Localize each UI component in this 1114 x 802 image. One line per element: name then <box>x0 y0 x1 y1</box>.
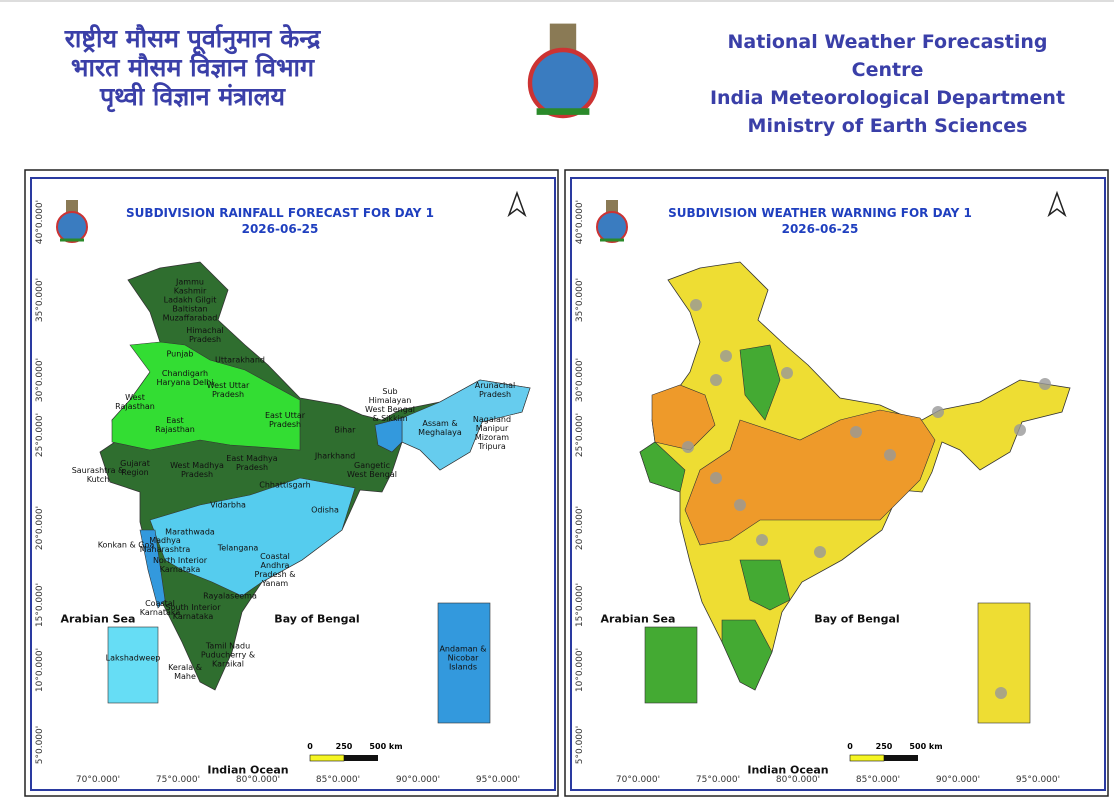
sea-label: Indian Ocean <box>747 763 829 777</box>
english-line: Ministry of Earth Sciences <box>747 115 1028 137</box>
latitude-label: 30°0.000' <box>575 357 585 403</box>
region-label: North Interior Karnataka <box>152 556 208 574</box>
region-label: Sub Himalayan West Bengal & Sikkim <box>365 387 415 423</box>
region-label: Kerala & Mahe <box>168 663 202 681</box>
panel-title: SUBDIVISION WEATHER WARNING FOR DAY 1 <box>668 206 972 220</box>
longitude-label: 85°0.000' <box>315 775 361 785</box>
longitude-label: 70°0.000' <box>75 775 121 785</box>
warning-panel <box>564 169 1109 797</box>
region-label: West Madhya Pradesh <box>170 461 224 479</box>
region-label: Vidarbha <box>210 500 246 510</box>
latitude-label: 20°0.000' <box>575 505 585 551</box>
latitude-label: 10°0.000' <box>35 647 45 693</box>
longitude-label: 95°0.000' <box>475 775 521 785</box>
region-label: Andaman & Nicobar Islands <box>439 644 487 672</box>
region-label: Uttarakhand <box>215 355 265 365</box>
region-label: West Rajasthan <box>115 393 155 411</box>
sea-label: Indian Ocean <box>207 763 289 777</box>
longitude-label: 90°0.000' <box>935 775 981 785</box>
sea-label: Bay of Bengal <box>274 612 360 626</box>
region-label: Chhattisgarh <box>259 480 311 490</box>
region-label: Coastal Karnataka <box>139 599 181 617</box>
region-label: Tamil Nadu Puducherry & Karaikal <box>200 641 256 669</box>
latitude-label: 15°0.000' <box>35 582 45 628</box>
scale-label: 500 km <box>909 742 943 751</box>
sea-label: Bay of Bengal <box>814 612 900 626</box>
hindi-header: राष्ट्रीय मौसम पूर्वानुमान केन्द्र भारत … <box>30 24 355 111</box>
region-label: Lakshadweep <box>105 653 161 663</box>
region-label: Madhya Maharashtra <box>139 536 191 554</box>
longitude-label: 80°0.000' <box>775 775 821 785</box>
region-label: Odisha <box>311 505 339 515</box>
region-label: Telangana <box>217 543 259 553</box>
region-label: Marathwada <box>165 527 215 537</box>
latitude-label: 25°0.000' <box>575 412 585 458</box>
longitude-label: 90°0.000' <box>395 775 441 785</box>
panel-date: 2026-06-25 <box>241 222 319 236</box>
latitude-label: 10°0.000' <box>575 647 585 693</box>
region-label: Konkan & Goa <box>97 540 155 550</box>
hindi-line: पृथ्वी विज्ञान मंत्रालय <box>99 82 286 111</box>
region-label: Himachal Pradesh <box>186 326 224 344</box>
latitude-label: 35°0.000' <box>575 277 585 323</box>
region-label: Punjab <box>166 349 194 359</box>
longitude-label: 75°0.000' <box>695 775 741 785</box>
longitude-label: 75°0.000' <box>155 775 201 785</box>
region-label: Nagaland Manipur Mizoram Tripura <box>472 415 512 451</box>
region-label: Jammu Kashmir Ladakh Gilgit Baltistan Mu… <box>162 277 218 323</box>
region-label: Jharkhand <box>314 451 356 461</box>
region-label: East Rajasthan <box>155 416 195 434</box>
scale-label: 0 <box>307 742 313 751</box>
sea-label: Arabian Sea <box>60 612 136 626</box>
region-label: Saurashtra & Kutch <box>71 466 125 484</box>
region-label: Bihar <box>334 425 356 435</box>
region-label: Gujarat Region <box>120 459 150 477</box>
longitude-label: 95°0.000' <box>1015 775 1061 785</box>
latitude-label: 40°0.000' <box>35 199 45 245</box>
hindi-line: राष्ट्रीय मौसम पूर्वानुमान केन्द्र <box>64 24 321 53</box>
latitude-label: 35°0.000' <box>35 277 45 323</box>
region-label: South Interior Karnataka <box>165 603 221 621</box>
english-line: National Weather Forecasting Centre <box>727 31 1048 81</box>
latitude-label: 5°0.000' <box>35 725 45 765</box>
region-label: Assam & Meghalaya <box>418 419 462 437</box>
longitude-label: 85°0.000' <box>855 775 901 785</box>
hindi-line: भारत मौसम विज्ञान विभाग <box>70 53 315 82</box>
rainfall-panel <box>24 169 559 797</box>
latitude-label: 20°0.000' <box>35 505 45 551</box>
region-label: East Uttar Pradesh <box>264 411 306 429</box>
panel-title: SUBDIVISION RAINFALL FORECAST FOR DAY 1 <box>126 206 434 220</box>
scale-label: 500 km <box>369 742 403 751</box>
latitude-label: 15°0.000' <box>575 582 585 628</box>
latitude-label: 25°0.000' <box>35 412 45 458</box>
region-label: East Madhya Pradesh <box>226 454 278 472</box>
latitude-label: 30°0.000' <box>35 357 45 403</box>
panel-date: 2026-06-25 <box>781 222 859 236</box>
english-header: National Weather Forecasting Centre Indi… <box>695 28 1080 140</box>
longitude-label: 70°0.000' <box>615 775 661 785</box>
scale-label: 0 <box>847 742 853 751</box>
scale-label: 250 <box>335 742 353 751</box>
region-label: West Uttar Pradesh <box>206 381 250 399</box>
latitude-label: 5°0.000' <box>575 725 585 765</box>
longitude-label: 80°0.000' <box>235 775 281 785</box>
sea-label: Arabian Sea <box>600 612 676 626</box>
region-label: Gangetic West Bengal <box>347 461 397 479</box>
region-label: Chandigarh Haryana Delhi <box>156 369 214 387</box>
region-label: Coastal Andhra Pradesh & Yanam <box>254 552 296 588</box>
scale-label: 250 <box>875 742 893 751</box>
english-line: India Meteorological Department <box>709 87 1066 109</box>
latitude-label: 40°0.000' <box>575 199 585 245</box>
region-label: Arunachal Pradesh <box>474 381 516 399</box>
region-label: Rayalaseema <box>203 591 257 601</box>
